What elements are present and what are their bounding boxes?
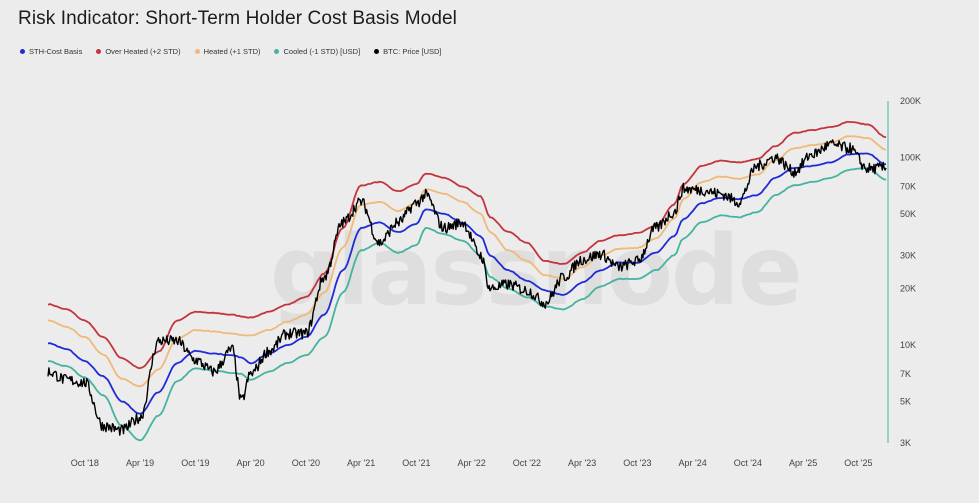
y-tick-label: 5K <box>900 396 911 406</box>
x-tick-label: Apr '21 <box>347 458 375 468</box>
axis-layer: 3K 5K 7K 10K 20K 30K 50K 70K 100K 200K Oct '18 Apr … <box>71 96 921 468</box>
series-line-sth-cost-basis[interactable] <box>47 152 887 415</box>
x-tick-label: Apr '23 <box>568 458 596 468</box>
x-tick-label: Oct '22 <box>513 458 541 468</box>
legend-dot-icon <box>96 49 102 54</box>
x-tick-label: Oct '21 <box>402 458 430 468</box>
legend-label: Over Heated (+2 STD) <box>105 47 181 56</box>
x-tick-label: Oct '25 <box>844 458 872 468</box>
x-tick-label: Apr '25 <box>789 458 817 468</box>
y-tick-label: 100K <box>900 152 921 162</box>
legend-dot-icon <box>20 49 25 54</box>
x-tick-label: Oct '20 <box>292 458 320 468</box>
x-tick-label: Apr '22 <box>457 458 485 468</box>
series-line-heated-1-std[interactable] <box>47 135 887 388</box>
x-tick-label: Oct '19 <box>181 458 209 468</box>
chart-title: Risk Indicator: Short-Term Holder Cost B… <box>18 8 457 29</box>
y-tick-label: 3K <box>900 438 911 448</box>
legend-dot-icon <box>194 49 200 54</box>
x-tick-label: Apr '19 <box>126 458 154 468</box>
legend-item-sth-cost-basis[interactable]: STH-Cost Basis <box>20 47 82 56</box>
legend-label: STH-Cost Basis <box>29 47 83 56</box>
x-tick-label: Apr '20 <box>236 458 264 468</box>
legend-dot-icon <box>374 49 380 54</box>
x-tick-label: Oct '18 <box>71 458 99 468</box>
legend-item-cooled[interactable]: Cooled (-1 STD) [USD] <box>274 47 360 56</box>
legend-label: Heated (+1 STD) <box>203 47 261 56</box>
x-tick-label: Oct '24 <box>734 458 762 468</box>
legend-item-over-heated[interactable]: Over Heated (+2 STD) <box>96 47 181 56</box>
y-tick-label: 10K <box>900 340 916 350</box>
legend-item-btc-price[interactable]: BTC: Price [USD] <box>374 47 442 56</box>
legend-dot-icon <box>274 49 280 54</box>
legend: STH-Cost Basis Over Heated (+2 STD) Heat… <box>20 47 442 56</box>
x-tick-label: Apr '24 <box>678 458 706 468</box>
y-tick-label: 7K <box>900 369 911 379</box>
y-tick-label: 20K <box>900 284 916 294</box>
series-layer <box>47 121 887 442</box>
y-tick-label: 200K <box>900 96 921 106</box>
series-line-btc-price-usd[interactable] <box>47 139 887 436</box>
legend-item-heated[interactable]: Heated (+1 STD) <box>194 47 261 56</box>
series-line-over-heated-2-std[interactable] <box>47 121 887 370</box>
legend-label: BTC: Price [USD] <box>383 47 442 56</box>
y-tick-label: 50K <box>900 209 916 219</box>
y-tick-label: 30K <box>900 250 916 260</box>
series-line-cooled-1-std-usd[interactable] <box>47 167 887 442</box>
x-tick-label: Oct '23 <box>623 458 651 468</box>
legend-label: Cooled (-1 STD) [USD] <box>283 47 361 56</box>
y-tick-label: 70K <box>900 181 916 191</box>
